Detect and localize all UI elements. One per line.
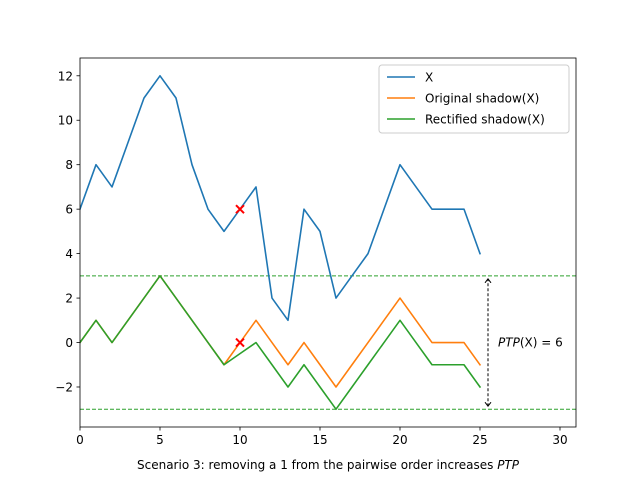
x-tick-label: 30 [552, 433, 567, 447]
y-tick-label: 8 [65, 158, 73, 172]
series-line-3 [80, 275, 482, 411]
axes: 0 5 10 15 20 25 30 −2 0 2 4 6 8 10 12 [55, 57, 577, 447]
ptp-annotation-italic: PTP [498, 336, 521, 350]
legend-label-2: Original shadow(X) [425, 92, 539, 106]
x-tick-label: 15 [312, 433, 327, 447]
x-axis-label-text: Scenario 3: removing a 1 from the pairwi… [137, 458, 497, 472]
cross-marker-2 [235, 337, 245, 348]
x-tick-label: 10 [232, 433, 247, 447]
y-tick-label: −2 [55, 380, 73, 394]
series-line-2 [80, 275, 482, 388]
axes-frame [79, 57, 577, 428]
x-tick-label: 5 [156, 433, 164, 447]
x-tick-label: 25 [472, 433, 487, 447]
legend-box [378, 64, 570, 134]
series-line-1 [80, 74, 482, 322]
plot-area: PTP(X) = 6 [80, 74, 576, 411]
legend-label-3: Rectified shadow(X) [425, 113, 545, 127]
x-axis-label: Scenario 3: removing a 1 from the pairwi… [137, 458, 520, 472]
y-tick-label: 2 [65, 292, 73, 306]
x-tick-label: 0 [76, 433, 84, 447]
legend: X Original shadow(X) Rectified shadow(X) [378, 64, 570, 134]
ptp-annotation-value: (X) = 6 [520, 336, 563, 350]
y-tick-label: 6 [65, 203, 73, 217]
x-tick-label: 20 [392, 433, 407, 447]
cross-marker-1 [235, 204, 245, 214]
y-tick-label: 4 [65, 247, 73, 261]
y-tick-label: 0 [65, 336, 73, 350]
legend-label-1: X [425, 71, 433, 85]
ptp-annotation: PTP(X) = 6 [498, 336, 563, 350]
y-tick-label: 10 [58, 114, 73, 128]
x-axis-label-italic: PTP [497, 458, 520, 472]
y-tick-label: 12 [58, 69, 73, 83]
